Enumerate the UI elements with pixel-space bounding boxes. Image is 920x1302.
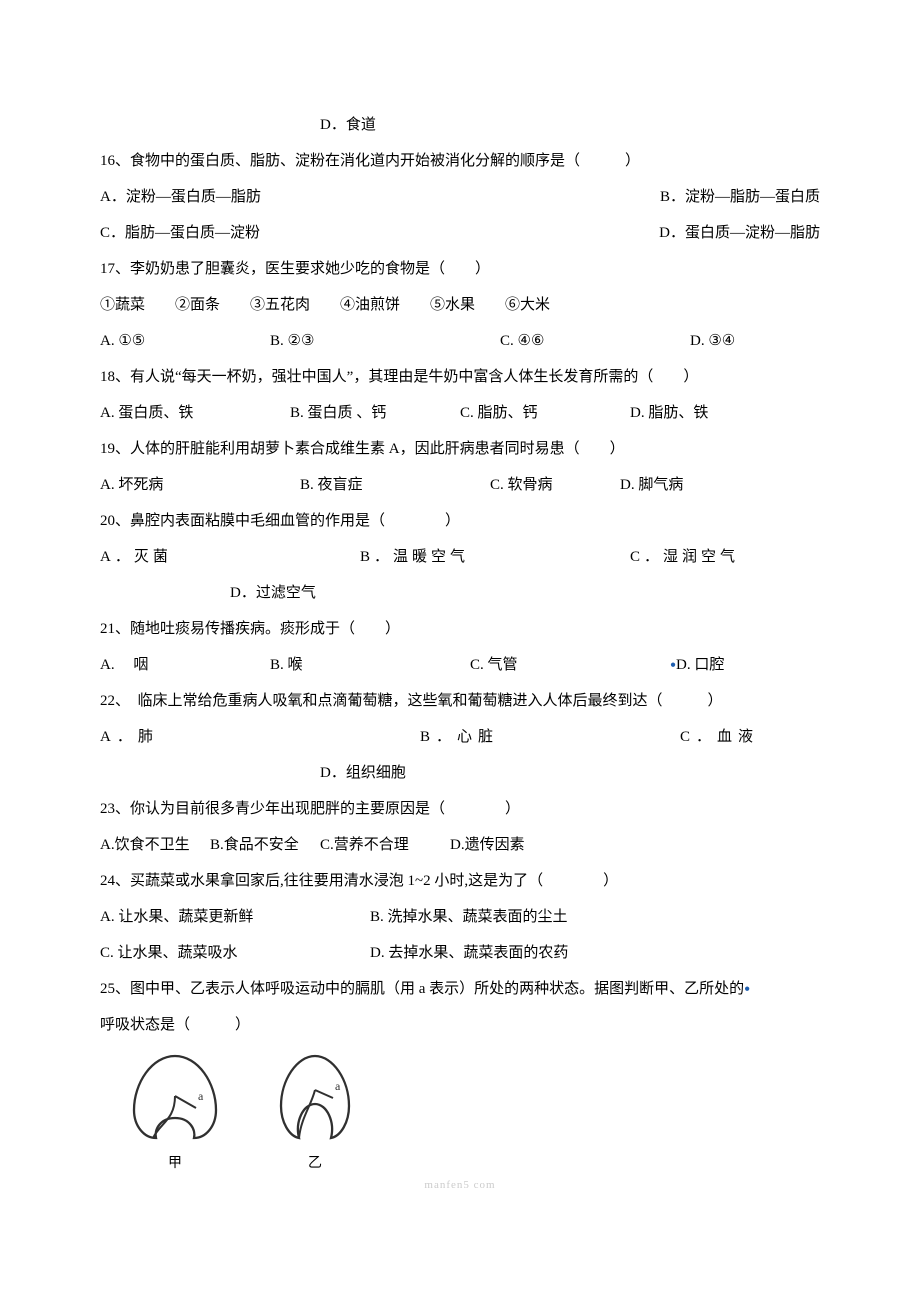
q17-enum: ①蔬菜 ②面条 ③五花肉 ④油煎饼 ⑤水果 ⑥大米: [100, 290, 820, 320]
q23-option-d: D.遗传因素: [450, 830, 525, 860]
q24-option-c: C. 让水果、蔬菜吸水: [100, 938, 370, 968]
q23-option-c: C.营养不合理: [320, 830, 450, 860]
q23-stem: 23、你认为目前很多青少年出现肥胖的主要原因是（ ）: [100, 794, 820, 824]
marker-a: a: [335, 1079, 341, 1093]
q20-option-b: B．温暖空气: [360, 542, 630, 572]
q16-option-d: D．蛋白质—淀粉—脂肪: [659, 218, 820, 248]
q23-option-b: B.食品不安全: [210, 830, 320, 860]
label-yi: 乙: [265, 1150, 365, 1178]
q20-option-a: A．灭菌: [100, 542, 360, 572]
q16-stem: 16、食物中的蛋白质、脂肪、淀粉在消化道内开始被消化分解的顺序是（ ）: [100, 146, 820, 176]
q19-option-d: D. 脚气病: [620, 470, 683, 500]
q25-stem-line2: 呼吸状态是（ ）: [100, 1010, 820, 1040]
q21-option-d: ●D. 口腔: [670, 650, 724, 680]
q24-row-cd: C. 让水果、蔬菜吸水 D. 去掉水果、蔬菜表面的农药: [100, 938, 820, 968]
q20-row-abc: A．灭菌 B．温暖空气 C．湿润空气: [100, 542, 820, 572]
q21-options: A. 咽 B. 喉 C. 气管 ●D. 口腔: [100, 650, 820, 680]
q25-diagram-row: a 甲 a 乙: [100, 1048, 820, 1178]
q23-options: A.饮食不卫生 B.食品不安全 C.营养不合理 D.遗传因素: [100, 830, 820, 860]
q16-option-b: B．淀粉—脂肪—蛋白质: [660, 182, 820, 212]
q17-option-b: B. ②③: [270, 326, 500, 356]
q22-option-d: D．组织细胞: [100, 758, 820, 788]
q17-stem: 17、李奶奶患了胆囊炎，医生要求她少吃的食物是（ ）: [100, 254, 820, 284]
diagram-jia: a 甲: [120, 1048, 230, 1178]
q16-row-ab: A．淀粉—蛋白质—脂肪 B．淀粉—脂肪—蛋白质: [100, 182, 820, 212]
q22-stem: 22、 临床上常给危重病人吸氧和点滴葡萄糖，这些氧和葡萄糖进入人体后最终到达（ …: [100, 686, 820, 716]
q17-option-c: C. ④⑥: [500, 326, 690, 356]
q18-option-b: B. 蛋白质 、钙: [290, 398, 460, 428]
q21-option-a: A. 咽: [100, 650, 270, 680]
q21-option-b: B. 喉: [270, 650, 470, 680]
q22-option-b: B．心脏: [420, 722, 680, 752]
q20-option-c: C．湿润空气: [630, 542, 739, 572]
q24-row-ab: A. 让水果、蔬菜更新鲜 B. 洗掉水果、蔬菜表面的尘土: [100, 902, 820, 932]
q19-option-c: C. 软骨病: [490, 470, 620, 500]
q21-option-d-text: D. 口腔: [676, 657, 724, 673]
q15-option-d: D．食道: [100, 110, 820, 140]
q16-option-c: C．脂肪—蛋白质—淀粉: [100, 218, 260, 248]
q24-option-b: B. 洗掉水果、蔬菜表面的尘土: [370, 902, 568, 932]
marker-a: a: [198, 1089, 204, 1103]
q18-option-d: D. 脂肪、铁: [630, 398, 708, 428]
q21-stem: 21、随地吐痰易传播疾病。痰形成于（ ）: [100, 614, 820, 644]
marker-dot-icon: ●: [744, 984, 750, 995]
q24-option-a: A. 让水果、蔬菜更新鲜: [100, 902, 370, 932]
q16-row-cd: C．脂肪—蛋白质—淀粉 D．蛋白质—淀粉—脂肪: [100, 218, 820, 248]
q19-options: A. 坏死病 B. 夜盲症 C. 软骨病 D. 脚气病: [100, 470, 820, 500]
q24-stem: 24、买蔬菜或水果拿回家后,往往要用清水浸泡 1~2 小时,这是为了（ ）: [100, 866, 820, 896]
q19-stem: 19、人体的肝脏能利用胡萝卜素合成维生素 A，因此肝病患者同时易患（ ）: [100, 434, 820, 464]
q17-option-d: D. ③④: [690, 326, 735, 356]
q18-option-c: C. 脂肪、钙: [460, 398, 630, 428]
q19-option-b: B. 夜盲症: [300, 470, 490, 500]
q23-option-a: A.饮食不卫生: [100, 830, 210, 860]
q21-option-c: C. 气管: [470, 650, 670, 680]
diagram-yi: a 乙: [265, 1048, 365, 1178]
q17-options: A. ①⑤ B. ②③ C. ④⑥ D. ③④: [100, 326, 820, 356]
q18-option-a: A. 蛋白质、铁: [100, 398, 290, 428]
q19-option-a: A. 坏死病: [100, 470, 300, 500]
q20-stem: 20、鼻腔内表面粘膜中毛细血管的作用是（ ）: [100, 506, 820, 536]
q18-stem: 18、有人说“每天一杯奶，强壮中国人”，其理由是牛奶中富含人体生长发育所需的（ …: [100, 362, 820, 392]
q16-option-a: A．淀粉—蛋白质—脂肪: [100, 182, 261, 212]
q18-options: A. 蛋白质、铁 B. 蛋白质 、钙 C. 脂肪、钙 D. 脂肪、铁: [100, 398, 820, 428]
q25-stem-text1: 25、图中甲、乙表示人体呼吸运动中的膈肌（用 a 表示）所处的两种状态。据图判断…: [100, 981, 744, 997]
q25-stem-line1: 25、图中甲、乙表示人体呼吸运动中的膈肌（用 a 表示）所处的两种状态。据图判断…: [100, 974, 820, 1004]
q22-option-a: A．肺: [100, 722, 420, 752]
label-jia: 甲: [120, 1150, 230, 1178]
q22-row-abc: A．肺 B．心脏 C．血液: [100, 722, 820, 752]
q24-option-d: D. 去掉水果、蔬菜表面的农药: [370, 938, 568, 968]
q20-option-d: D．过滤空气: [100, 578, 820, 608]
q17-option-a: A. ①⑤: [100, 326, 270, 356]
q22-option-c: C．血液: [680, 722, 759, 752]
